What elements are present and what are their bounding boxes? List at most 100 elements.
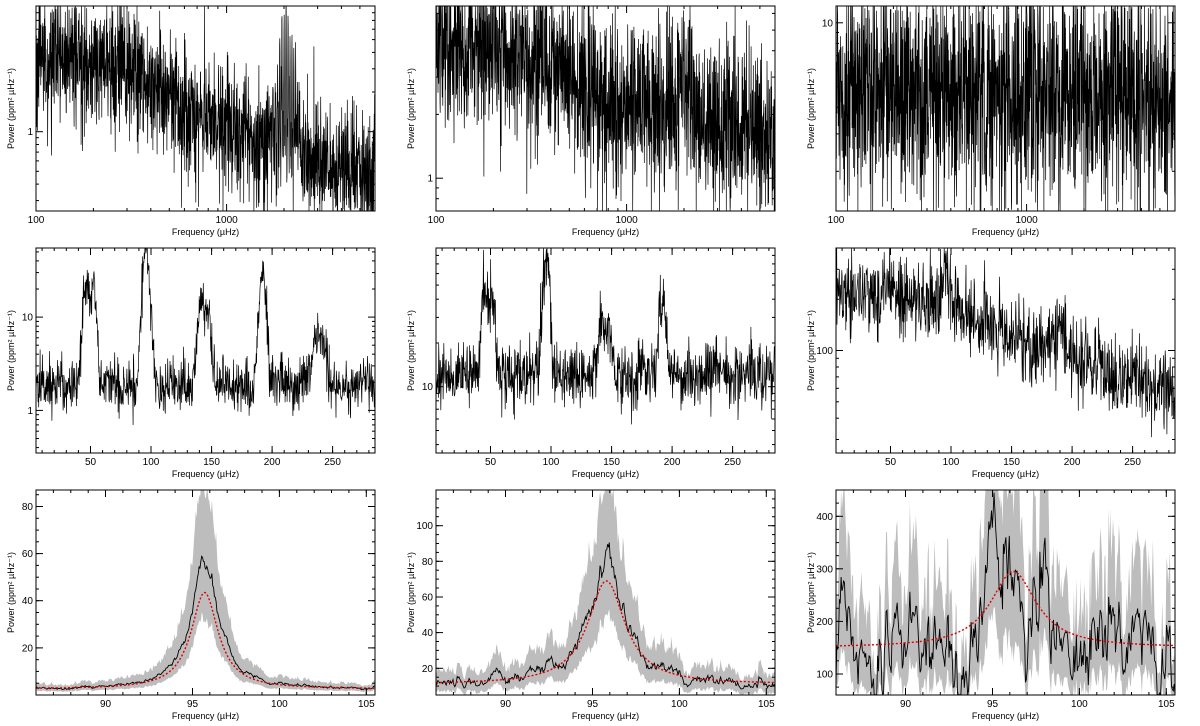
axis-frame xyxy=(435,489,776,696)
plot-area xyxy=(436,248,775,425)
x-tick-label: 95 xyxy=(987,699,999,710)
y-tick-label: 300 xyxy=(816,564,833,575)
axis-frame xyxy=(35,5,376,212)
uncertainty-band xyxy=(436,490,775,695)
model-fit-line xyxy=(836,570,1175,647)
y-axis-label: Power (ppm² µHz⁻¹) xyxy=(406,68,416,149)
series-line xyxy=(836,6,1175,211)
y-axis-label: Power (ppm² µHz⁻¹) xyxy=(406,552,416,633)
chart-panel-p1: 100 1000 1 Frequency (µHz) Power (ppm² µHz⁻¹… xyxy=(6,5,376,237)
y-axis-label: Power (ppm² µHz⁻¹) xyxy=(406,310,416,391)
series-line xyxy=(836,248,1175,438)
series-line xyxy=(436,6,775,211)
x-tick-label: 150 xyxy=(1003,457,1020,468)
series-line xyxy=(36,6,375,211)
y-tick-label: 20 xyxy=(22,643,34,654)
axis-frame xyxy=(435,5,776,212)
y-tick-label: 40 xyxy=(422,628,434,639)
plot-area xyxy=(836,6,1175,211)
chart-panel-p9: 90 95 100 105 100 200 300 400 Frequency (µHz) Pow… xyxy=(806,489,1176,721)
x-tick-label: 250 xyxy=(724,457,741,468)
y-tick-label: 80 xyxy=(22,502,34,513)
x-tick-label: 105 xyxy=(758,699,775,710)
y-axis-label: Power (ppm² µHz⁻¹) xyxy=(6,68,16,149)
x-tick-label: 90 xyxy=(900,699,912,710)
series-line xyxy=(836,492,1175,695)
plot-area xyxy=(36,248,375,426)
x-tick-label: 250 xyxy=(324,457,341,468)
x-tick-label: 100 xyxy=(671,699,688,710)
y-tick-label: 10 xyxy=(22,313,34,324)
x-tick-label: 150 xyxy=(603,457,620,468)
series-line xyxy=(436,248,775,425)
x-tick-label: 100 xyxy=(28,215,45,226)
x-tick-label: 50 xyxy=(885,457,897,468)
y-tick-label: 200 xyxy=(816,617,833,628)
axis-frame xyxy=(835,5,1176,212)
x-tick-label: 105 xyxy=(1158,699,1175,710)
y-tick-label: 10 xyxy=(822,18,834,29)
uncertainty-band xyxy=(36,490,375,693)
axis-frame xyxy=(35,247,376,454)
x-axis-label: Frequency (µHz) xyxy=(172,227,239,237)
x-tick-label: 90 xyxy=(500,699,512,710)
x-tick-label: 1000 xyxy=(615,215,638,226)
x-tick-label: 200 xyxy=(1064,457,1081,468)
plot-area xyxy=(836,490,1175,695)
plot-area xyxy=(36,6,375,211)
x-axis-label: Frequency (µHz) xyxy=(972,711,1039,721)
x-tick-label: 100 xyxy=(543,457,560,468)
chart-panel-p7: 90 95 100 105 20 40 60 80 Frequency (µHz) Power (… xyxy=(6,489,376,721)
y-axis-label: Power (ppm² µHz⁻¹) xyxy=(6,310,16,391)
y-tick-label: 20 xyxy=(422,664,434,675)
x-tick-label: 95 xyxy=(587,699,599,710)
y-tick-label: 60 xyxy=(22,549,34,560)
plot-area xyxy=(436,6,775,211)
plot-area xyxy=(436,490,775,695)
uncertainty-band xyxy=(836,490,1175,695)
x-tick-label: 150 xyxy=(203,457,220,468)
chart-panel-p5: 50 100 150 200 250 10 Frequency (µHz) Power (pp… xyxy=(406,247,776,479)
x-tick-label: 100 xyxy=(428,215,445,226)
y-tick-label: 100 xyxy=(816,346,833,357)
y-axis-label: Power (ppm² µHz⁻¹) xyxy=(6,552,16,633)
y-axis-label: Power (ppm² µHz⁻¹) xyxy=(806,552,816,633)
chart-panel-p4: 50 100 150 200 250 1 10 Frequency (µHz) Power (p… xyxy=(6,247,376,479)
x-axis-label: Frequency (µHz) xyxy=(972,227,1039,237)
y-tick-label: 40 xyxy=(22,596,34,607)
x-axis-label: Frequency (µHz) xyxy=(172,711,239,721)
y-tick-label: 100 xyxy=(816,670,833,681)
chart-panel-p8: 90 95 100 105 20 40 60 80 100 Frequency (µHz) Powe… xyxy=(406,489,776,721)
x-tick-label: 100 xyxy=(271,699,288,710)
x-axis-label: Frequency (µHz) xyxy=(572,711,639,721)
x-tick-label: 100 xyxy=(143,457,160,468)
model-fit-line xyxy=(36,591,375,689)
axis-frame xyxy=(835,489,1176,696)
x-tick-label: 95 xyxy=(187,699,199,710)
x-axis-label: Frequency (µHz) xyxy=(972,469,1039,479)
y-tick-label: 80 xyxy=(422,557,434,568)
y-tick-label: 400 xyxy=(816,512,833,523)
y-tick-label: 10 xyxy=(422,382,434,393)
x-tick-label: 100 xyxy=(828,215,845,226)
x-axis-label: Frequency (µHz) xyxy=(172,469,239,479)
plot-area xyxy=(836,248,1175,438)
y-tick-label: 1 xyxy=(27,406,33,417)
x-axis-label: Frequency (µHz) xyxy=(572,469,639,479)
x-tick-label: 105 xyxy=(358,699,375,710)
y-tick-label: 1 xyxy=(27,127,33,138)
x-tick-label: 100 xyxy=(943,457,960,468)
series-line xyxy=(436,542,775,690)
y-tick-label: 1 xyxy=(427,174,433,185)
chart-panel-p3: 100 1000 10 Frequency (µHz) Power (ppm² µHz⁻… xyxy=(806,5,1176,237)
x-axis-label: Frequency (µHz) xyxy=(572,227,639,237)
chart-panel-p6: 50 100 150 200 250 100 Frequency (µHz) Power (p… xyxy=(806,247,1176,479)
x-tick-label: 200 xyxy=(264,457,281,468)
model-fit-line xyxy=(436,580,775,684)
chart-panel-p2: 100 1000 1 Frequency (µHz) Power (ppm² µHz⁻¹… xyxy=(406,5,776,237)
plot-area xyxy=(36,490,375,693)
x-tick-label: 200 xyxy=(664,457,681,468)
axis-frame xyxy=(35,489,376,696)
y-axis-label: Power (ppm² µHz⁻¹) xyxy=(806,310,816,391)
x-tick-label: 250 xyxy=(1124,457,1141,468)
